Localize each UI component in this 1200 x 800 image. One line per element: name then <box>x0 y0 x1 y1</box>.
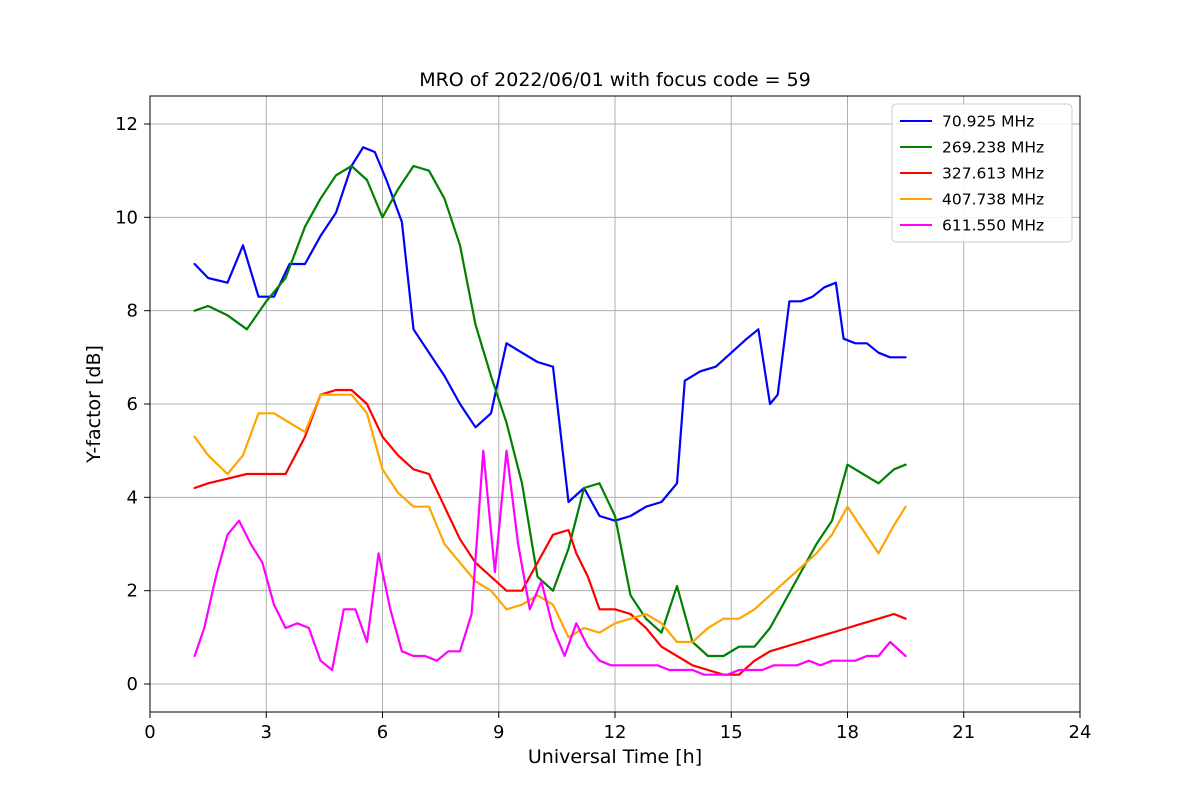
legend-entry-label: 70.925 MHz <box>942 113 1034 131</box>
series-line-1 <box>193 164 907 658</box>
y-tick-label: 8 <box>127 301 138 322</box>
x-tick-label: 18 <box>836 722 859 743</box>
series-line-0 <box>193 146 907 522</box>
series-line-2 <box>193 388 907 676</box>
legend-entry-label: 611.550 MHz <box>942 217 1044 235</box>
legend: 70.925 MHz 269.238 MHz 327.613 MHz 407.738 … <box>891 103 1073 243</box>
x-tick-label: 21 <box>952 722 975 743</box>
legend-entry-label: 407.738 MHz <box>942 191 1044 209</box>
y-tick-label: 0 <box>127 674 138 695</box>
x-axis-label: Universal Time [h] <box>528 746 702 768</box>
y-tick-label: 2 <box>127 581 138 602</box>
y-axis-ticks: 0 2 4 6 8 10 12 <box>115 114 150 695</box>
legend-box <box>891 103 1073 243</box>
series-line-3 <box>193 393 907 644</box>
x-tick-label: 3 <box>261 722 272 743</box>
series-line-4 <box>193 449 907 676</box>
x-axis-ticks: 0 3 6 9 12 15 18 21 24 <box>144 712 1091 743</box>
grid <box>149 96 1081 712</box>
y-tick-label: 10 <box>115 207 138 228</box>
x-tick-label: 24 <box>1069 722 1092 743</box>
y-tick-label: 4 <box>127 487 138 508</box>
legend-entry-label: 269.238 MHz <box>942 139 1044 157</box>
y-tick-label: 12 <box>115 114 138 135</box>
legend-entry-label: 327.613 MHz <box>942 165 1044 183</box>
y-axis-label: Y-factor [dB] <box>83 345 105 464</box>
x-tick-label: 6 <box>377 722 388 743</box>
y-tick-label: 6 <box>127 394 138 415</box>
x-tick-label: 9 <box>493 722 504 743</box>
chart-title: MRO of 2022/06/01 with focus code = 59 <box>419 69 811 91</box>
x-tick-label: 15 <box>720 722 743 743</box>
x-tick-label: 12 <box>604 722 627 743</box>
series-lines <box>193 146 907 676</box>
x-tick-label: 0 <box>144 722 155 743</box>
